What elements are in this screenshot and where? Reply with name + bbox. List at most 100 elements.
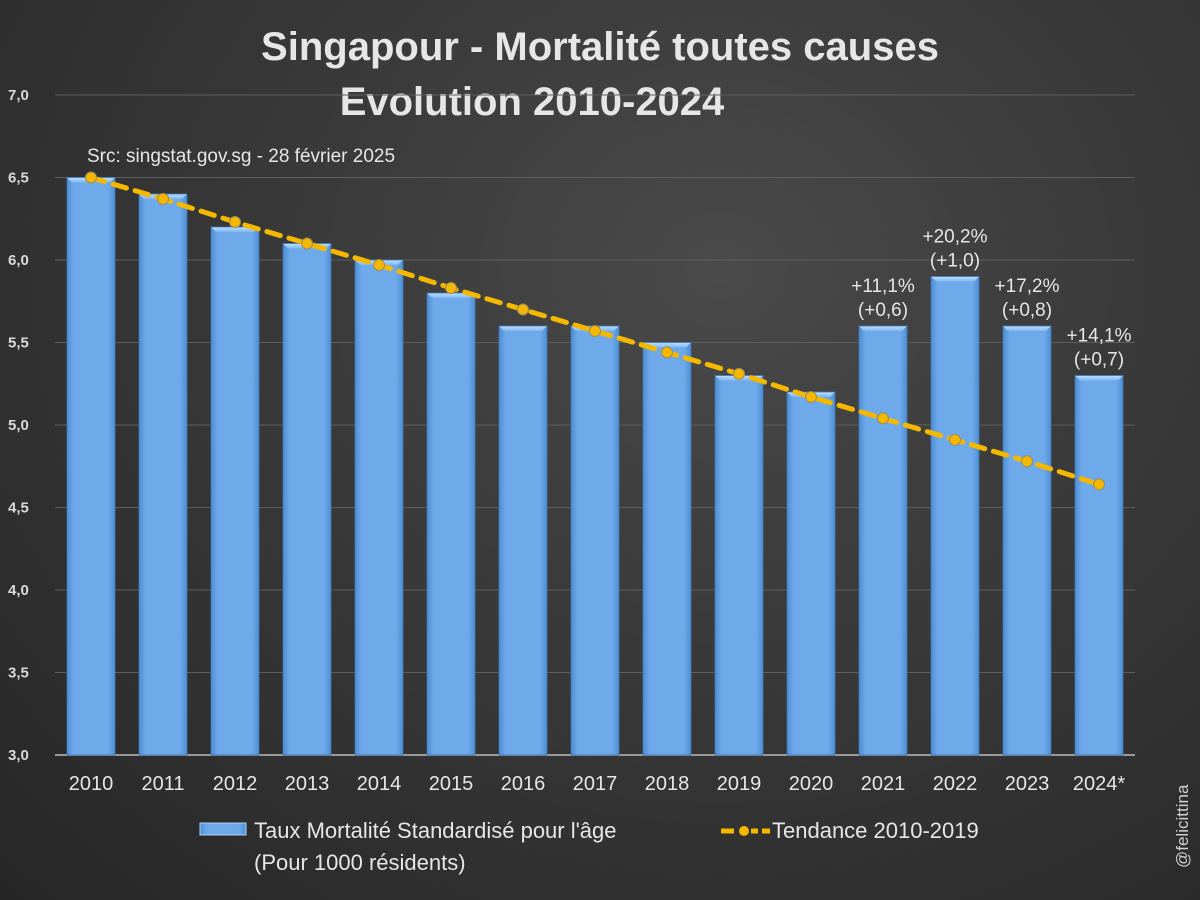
trend-marker bbox=[1093, 478, 1105, 491]
bar bbox=[930, 276, 980, 756]
x-tick-label: 2010 bbox=[69, 773, 114, 795]
x-tick-label: 2015 bbox=[429, 773, 474, 795]
x-tick-label: 2019 bbox=[717, 773, 762, 795]
data-label-pct: +20,2% bbox=[923, 227, 988, 248]
bar-body bbox=[139, 194, 187, 755]
bar bbox=[426, 292, 476, 756]
bar bbox=[1002, 325, 1052, 756]
trend-series bbox=[85, 171, 1105, 491]
bar-body bbox=[499, 326, 547, 755]
bar-body bbox=[67, 177, 115, 755]
bar bbox=[1074, 375, 1124, 756]
legend-bar-label-line2: (Pour 1000 résidents) bbox=[254, 850, 466, 875]
y-tick-label: 4,5 bbox=[8, 500, 29, 517]
legend-trend-marker bbox=[739, 826, 749, 836]
bar bbox=[66, 177, 116, 756]
x-tick-label: 2013 bbox=[285, 773, 330, 795]
trend-marker bbox=[157, 192, 169, 205]
x-tick-label: 2011 bbox=[141, 773, 184, 795]
y-tick-label: 4,0 bbox=[8, 582, 29, 599]
bar bbox=[786, 391, 836, 756]
bar-bevel-top bbox=[499, 326, 547, 331]
bar bbox=[858, 325, 908, 756]
trend-marker bbox=[445, 282, 457, 295]
bar-outline bbox=[1074, 375, 1124, 756]
legend: Taux Mortalité Standardisé pour l'âge (P… bbox=[199, 818, 979, 875]
x-tick-label: 2021 bbox=[861, 773, 906, 795]
x-tick-label: 2018 bbox=[645, 773, 690, 795]
trend-marker bbox=[733, 367, 745, 380]
trend-marker bbox=[805, 390, 817, 403]
bar bbox=[570, 325, 620, 756]
y-tick-label: 5,0 bbox=[8, 417, 29, 434]
data-label-pct: +11,1% bbox=[851, 276, 915, 297]
trend-marker bbox=[661, 346, 673, 359]
bar-body bbox=[859, 326, 907, 755]
bar-body bbox=[787, 392, 835, 755]
trend-marker bbox=[949, 433, 961, 446]
bar-body bbox=[571, 326, 619, 755]
y-tick-label: 3,5 bbox=[8, 665, 29, 682]
chart-title: Singapour - Mortalité toutes causes bbox=[261, 25, 939, 69]
data-label-pct: +14,1% bbox=[1067, 326, 1132, 347]
y-tick-label: 7,0 bbox=[8, 87, 29, 104]
legend-item-bars: Taux Mortalité Standardisé pour l'âge (P… bbox=[199, 818, 617, 875]
bar-body bbox=[211, 227, 259, 755]
bar bbox=[282, 243, 332, 756]
x-tick-label: 2024* bbox=[1073, 773, 1125, 795]
bar bbox=[714, 375, 764, 756]
annotations: +11,1% (+0,6) +20,2% (+1,0) +17,2% (+0,8) +14,… bbox=[851, 227, 1131, 371]
bar-bevel-top bbox=[211, 227, 259, 232]
author-credit: @felicittina bbox=[1173, 784, 1192, 868]
trend-marker bbox=[1021, 455, 1033, 468]
bar-outline bbox=[930, 276, 980, 756]
x-tick-label: 2023 bbox=[1005, 773, 1050, 795]
bar bbox=[138, 193, 188, 756]
bar-bevel-top bbox=[427, 293, 475, 298]
x-tick-label: 2014 bbox=[357, 773, 402, 795]
trend-marker bbox=[877, 412, 889, 425]
bar-outline bbox=[642, 342, 692, 756]
bar-bevel-top bbox=[931, 276, 979, 282]
bar-body bbox=[283, 243, 331, 755]
trend-marker bbox=[301, 237, 313, 250]
bar-body bbox=[1075, 375, 1123, 755]
x-tick-label: 2016 bbox=[501, 773, 546, 795]
x-axis-ticks: 2010 2011 2012 2013 2014 2015 2016 2017 2018 2019… bbox=[69, 773, 1126, 795]
data-label-delta: (+0,6) bbox=[858, 300, 908, 321]
bar-outline bbox=[498, 325, 548, 756]
bar-body bbox=[931, 276, 979, 755]
trend-marker bbox=[517, 303, 529, 316]
y-tick-label: 6,5 bbox=[8, 170, 29, 187]
bar-body bbox=[1003, 326, 1051, 755]
trend-marker bbox=[229, 216, 241, 229]
chart-subtitle: Evolution 2010-2024 bbox=[340, 80, 725, 124]
y-axis-ticks: 7,0 6,5 6,0 5,5 5,0 4,5 4,0 3,5 3,0 bbox=[8, 87, 29, 764]
bar-bevel-top bbox=[859, 326, 907, 331]
x-tick-label: 2022 bbox=[933, 773, 978, 795]
bar-body bbox=[427, 293, 475, 755]
y-tick-label: 5,5 bbox=[8, 335, 29, 352]
bar-series bbox=[66, 177, 1124, 756]
y-tick-label: 6,0 bbox=[8, 252, 29, 269]
bar bbox=[642, 342, 692, 756]
x-tick-label: 2020 bbox=[789, 773, 834, 795]
data-label-delta: (+1,0) bbox=[930, 251, 980, 272]
bar-bevel-top bbox=[1075, 375, 1123, 381]
legend-trend-label: Tendance 2010-2019 bbox=[772, 818, 979, 843]
trend-marker bbox=[589, 324, 601, 337]
bar-outline bbox=[1002, 325, 1052, 756]
bar-body bbox=[355, 260, 403, 755]
data-label-delta: (+0,8) bbox=[1002, 300, 1052, 321]
bar-bevel-top bbox=[1003, 326, 1051, 331]
bar-outline bbox=[858, 325, 908, 756]
bar-body bbox=[643, 342, 691, 755]
data-label-delta: (+0,7) bbox=[1074, 350, 1124, 371]
bar bbox=[210, 226, 260, 756]
legend-bar-label: Taux Mortalité Standardisé pour l'âge bbox=[254, 818, 617, 843]
source-note: Src: singstat.gov.sg - 28 février 2025 bbox=[87, 146, 395, 167]
bar bbox=[354, 259, 404, 756]
data-label-pct: +17,2% bbox=[995, 276, 1060, 297]
